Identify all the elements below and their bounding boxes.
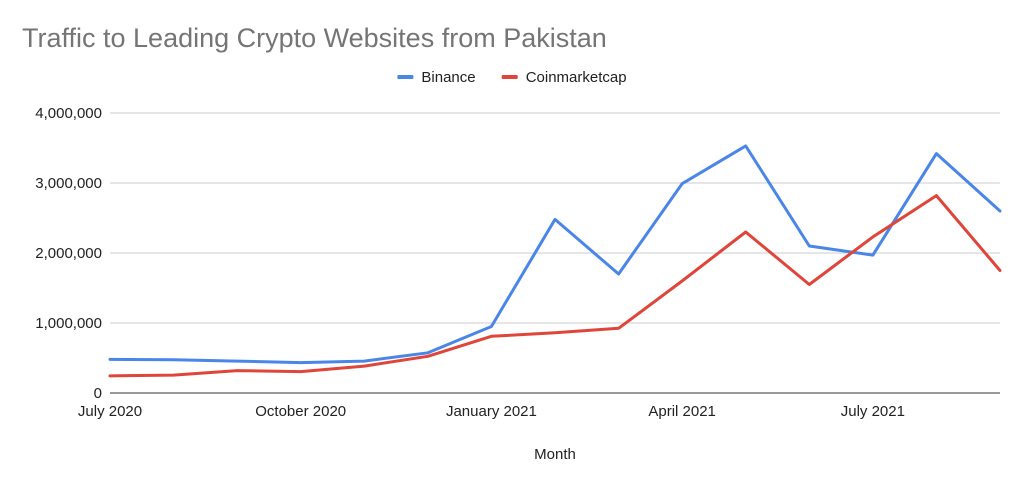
- legend-swatch: [501, 75, 518, 79]
- y-axis-ticks: 0 1,000,000 2,000,000 3,000,000 4,000,000: [35, 105, 102, 402]
- x-tick-label: July 2020: [78, 403, 142, 420]
- y-tick-label: 1,000,000: [35, 315, 102, 332]
- legend-item-coinmarketcap: Coinmarketcap: [501, 69, 627, 86]
- legend-swatch: [397, 75, 414, 79]
- series-line-binance: [108, 144, 1002, 365]
- legend-label: Binance: [421, 69, 475, 86]
- legend-label: Coinmarketcap: [526, 69, 627, 86]
- legend: Binance Coinmarketcap: [397, 69, 627, 86]
- x-axis-label: Month: [534, 446, 576, 463]
- x-tick-label: October 2020: [255, 403, 346, 420]
- y-tick-label: 3,000,000: [35, 175, 102, 192]
- x-tick-label: April 2021: [648, 403, 716, 420]
- chart-title: Traffic to Leading Crypto Websites from …: [22, 23, 607, 53]
- y-tick-label: 4,000,000: [35, 105, 102, 122]
- x-axis-ticks: July 2020 October 2020 January 2021 April 2…: [78, 403, 905, 420]
- y-tick-label: 2,000,000: [35, 245, 102, 262]
- x-tick-label: January 2021: [446, 403, 537, 420]
- series-line-coinmarketcap: [108, 194, 1002, 378]
- x-tick-label: July 2021: [841, 403, 905, 420]
- legend-item-binance: Binance: [397, 69, 476, 86]
- y-tick-label: 0: [94, 385, 102, 402]
- series-group: [108, 144, 1002, 378]
